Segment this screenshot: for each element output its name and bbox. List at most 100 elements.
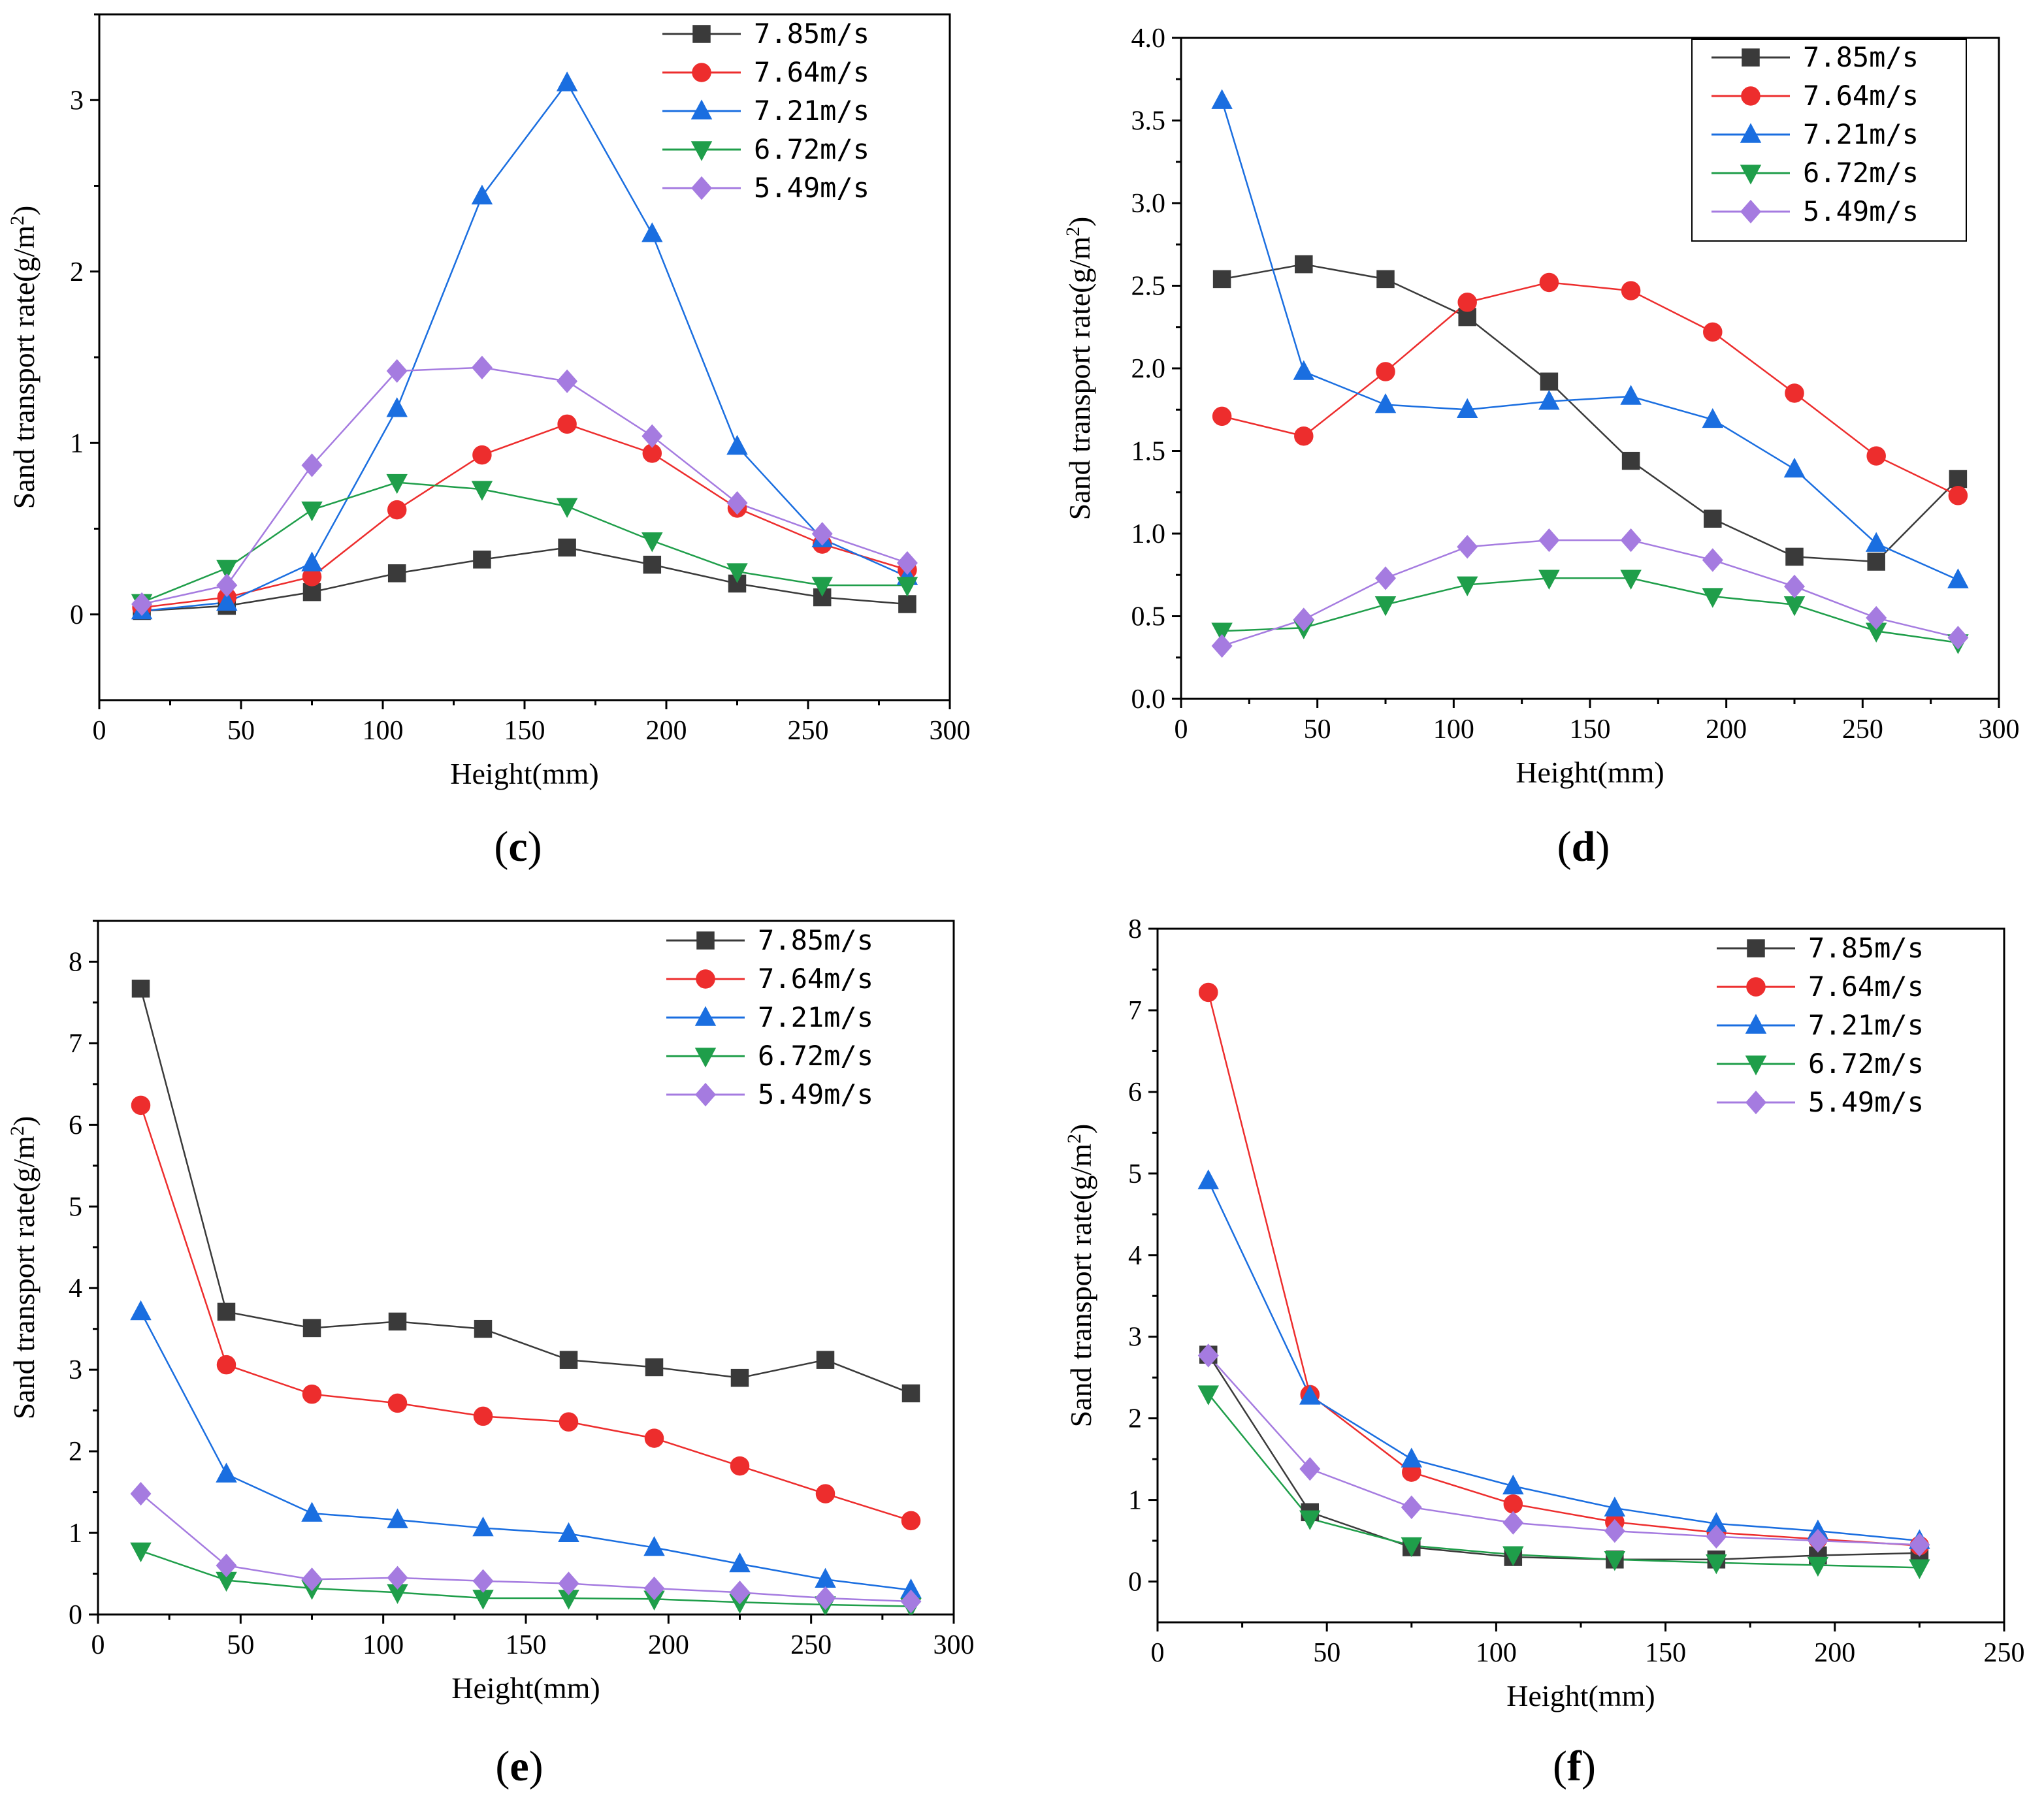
y-axis-title: Sand transport rate(g/m2) — [1062, 217, 1096, 521]
y-axis-title: Sand transport rate(g/m2) — [1063, 1124, 1097, 1428]
y-tick-label: 6 — [1128, 1078, 1142, 1108]
data-point-7.85m/s — [1376, 270, 1395, 289]
panel-label: (c) — [494, 823, 542, 871]
series-line-5.49m/s — [1222, 539, 1958, 647]
legend-label: 6.72m/s — [754, 133, 869, 165]
data-point-7.21m/s — [729, 1552, 751, 1573]
data-point-6.72m/s — [556, 498, 578, 518]
data-point-5.49m/s — [131, 592, 153, 617]
data-point-7.85m/s — [1704, 509, 1722, 528]
legend-label: 7.85m/s — [1808, 932, 1924, 964]
data-point-7.85m/s — [1785, 547, 1804, 566]
series-group — [1197, 982, 1930, 1579]
legend-label: 7.85m/s — [754, 18, 869, 50]
x-tick-label: 200 — [1706, 715, 1747, 745]
legend: 7.85m/s 7.64m/s 7.21m/s 6.72m/s 5.49m/s — [666, 924, 873, 1110]
y-axis-title: Sand transport rate(g/m2) — [7, 206, 41, 509]
data-point-7.21m/s — [1456, 398, 1478, 418]
legend-label: 7.21m/s — [754, 95, 869, 127]
legend-marker-7.21m/s — [694, 1006, 717, 1026]
data-point-6.72m/s — [1197, 1385, 1220, 1405]
data-point-7.85m/s — [474, 1319, 493, 1338]
data-point-6.72m/s — [1620, 570, 1642, 590]
y-tick-label: 0 — [70, 600, 84, 630]
data-point-7.85m/s — [302, 1319, 321, 1338]
x-tick-label: 150 — [506, 1630, 547, 1660]
data-point-7.64m/s — [473, 1406, 493, 1426]
series-line-5.49m/s — [140, 1493, 911, 1603]
data-point-6.72m/s — [1706, 1554, 1727, 1575]
data-point-7.85m/s — [816, 1351, 835, 1369]
data-point-7.64m/s — [131, 1095, 151, 1116]
data-point-5.49m/s — [1401, 1495, 1422, 1519]
data-point-5.49m/s — [387, 1566, 408, 1590]
legend-label: 5.49m/s — [1808, 1086, 1924, 1118]
data-point-6.72m/s — [301, 501, 323, 522]
legend-label: 7.85m/s — [758, 924, 873, 956]
legend-label: 5.49m/s — [754, 172, 869, 204]
data-point-6.72m/s — [1401, 1537, 1423, 1558]
data-point-5.49m/s — [301, 453, 323, 477]
y-tick-label: 2 — [70, 257, 84, 287]
y-tick-label: 1 — [69, 1518, 82, 1549]
data-point-7.64m/s — [1785, 383, 1804, 403]
data-point-7.64m/s — [1294, 426, 1314, 446]
data-point-7.21m/s — [726, 434, 748, 455]
x-tick-label: 250 — [1842, 715, 1883, 745]
data-point-7.85m/s — [645, 1358, 664, 1377]
data-point-5.49m/s — [1457, 535, 1478, 559]
data-point-7.85m/s — [387, 564, 406, 583]
legend-marker-7.85m/s — [1747, 939, 1765, 957]
x-axis-title: Height(mm) — [450, 757, 598, 790]
data-point-7.85m/s — [558, 538, 576, 557]
data-point-7.21m/s — [1502, 1474, 1524, 1495]
x-tick-label: 0 — [91, 1630, 105, 1660]
y-tick-label: 0.0 — [1131, 684, 1166, 715]
data-point-7.21m/s — [1538, 390, 1560, 410]
data-point-7.85m/s — [131, 979, 150, 998]
data-point-7.64m/s — [644, 1428, 664, 1448]
data-point-7.85m/s — [388, 1312, 407, 1331]
y-tick-label: 5 — [69, 1192, 82, 1222]
y-tick-label: 4 — [1128, 1241, 1142, 1271]
x-tick-label: 100 — [363, 716, 404, 746]
data-point-5.49m/s — [1502, 1511, 1524, 1535]
data-point-7.21m/s — [1947, 568, 1969, 588]
y-axis-title: Sand transport rate(g/m2) — [7, 1116, 41, 1420]
data-point-7.85m/s — [473, 551, 491, 569]
data-point-7.64m/s — [815, 1484, 835, 1503]
data-point-7.64m/s — [1621, 281, 1641, 300]
data-point-7.21m/s — [556, 71, 578, 91]
x-tick-label: 250 — [788, 716, 829, 746]
data-point-7.64m/s — [1212, 406, 1232, 426]
data-point-6.72m/s — [641, 532, 663, 553]
legend-label: 7.64m/s — [1803, 80, 1919, 112]
data-point-7.64m/s — [387, 500, 407, 520]
x-tick-label: 300 — [1979, 715, 2020, 745]
series-line-7.64m/s — [141, 423, 908, 609]
data-point-7.21m/s — [387, 1508, 408, 1528]
y-tick-label: 0 — [69, 1600, 82, 1630]
x-tick-label: 200 — [648, 1630, 689, 1660]
y-tick-label: 2.5 — [1131, 272, 1166, 302]
data-point-7.21m/s — [216, 590, 238, 611]
y-tick-label: 7 — [69, 1029, 82, 1059]
series-line-5.49m/s — [141, 366, 908, 605]
legend-box — [1691, 39, 1967, 242]
data-point-7.21m/s — [1401, 1447, 1423, 1468]
data-point-6.72m/s — [1502, 1546, 1524, 1566]
legend-label: 5.49m/s — [758, 1078, 873, 1110]
data-point-7.21m/s — [1197, 1169, 1220, 1189]
data-point-6.72m/s — [726, 563, 748, 583]
data-point-5.49m/s — [1783, 574, 1806, 599]
data-point-5.49m/s — [557, 369, 578, 393]
data-point-5.49m/s — [386, 359, 408, 383]
data-point-6.72m/s — [1807, 1556, 1829, 1577]
x-axis-title: Height(mm) — [1516, 756, 1664, 789]
data-point-5.49m/s — [1293, 607, 1314, 632]
series-line-7.85m/s — [142, 547, 908, 612]
data-point-7.21m/s — [1865, 532, 1887, 552]
data-point-7.64m/s — [1457, 293, 1477, 312]
data-point-7.64m/s — [901, 1511, 921, 1531]
data-point-7.21m/s — [1620, 385, 1642, 405]
